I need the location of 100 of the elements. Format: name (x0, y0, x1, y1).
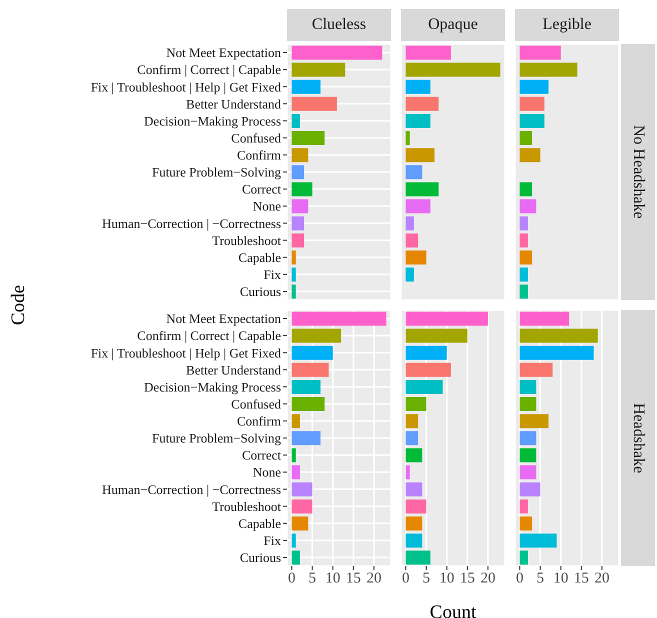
bar (292, 534, 296, 548)
bar (406, 380, 443, 394)
bar (520, 550, 528, 565)
y-tick-label: Confused (231, 396, 282, 412)
x-tick-label: 20 (480, 570, 496, 587)
y-tick-label: Capable (238, 516, 282, 531)
bar (406, 62, 500, 77)
x-tick-label: 15 (346, 570, 361, 587)
y-tick-label: Fix (264, 267, 282, 282)
bar (406, 96, 439, 111)
bar (520, 96, 544, 111)
bar (406, 516, 422, 531)
bar (406, 233, 418, 248)
bar (520, 250, 532, 265)
y-tick-label: Confirm | Correct | Capable (137, 62, 282, 78)
bar (520, 328, 598, 343)
bar (406, 448, 422, 462)
y-tick-label: Human−Correction | −Correctness (102, 216, 281, 231)
y-tick-label: Capable (238, 250, 282, 265)
bar (292, 312, 386, 326)
bar (292, 80, 320, 94)
y-tick-label: Correct (242, 448, 282, 463)
bar (520, 380, 536, 394)
bar (406, 482, 422, 496)
bar (520, 182, 532, 196)
bar (520, 80, 548, 94)
y-tick-label: None (252, 198, 282, 214)
x-tick-label: 20 (366, 570, 382, 587)
bar (406, 131, 410, 146)
bar (520, 284, 528, 299)
bar (520, 448, 536, 462)
bar (520, 216, 528, 230)
bar (406, 414, 418, 428)
chart-title: Legible (515, 9, 619, 41)
bar (292, 233, 304, 248)
bar (406, 80, 430, 94)
y-tick-label: Human−Correction | −Correctness (102, 482, 281, 497)
x-tick-label: 0 (402, 570, 410, 587)
bar (292, 96, 337, 111)
bar (406, 534, 422, 548)
bar (520, 516, 532, 531)
bar (406, 216, 414, 230)
bar (520, 397, 536, 412)
bar (292, 284, 296, 299)
x-tick-label: 0 (288, 570, 296, 587)
bar (292, 148, 308, 162)
bar (406, 46, 451, 60)
bar (406, 346, 447, 360)
x-tick-label: 0 (516, 570, 524, 587)
bar (406, 550, 430, 565)
bar (520, 148, 540, 162)
bar (406, 199, 430, 214)
bar (292, 216, 304, 230)
x-axis-title: Count (428, 602, 478, 618)
y-tick-label: Confirm (236, 148, 281, 163)
bar (292, 62, 346, 77)
bar (292, 465, 300, 480)
bar (292, 431, 320, 446)
bar (520, 431, 536, 446)
bar (406, 499, 426, 514)
bar (520, 346, 594, 360)
bar (406, 312, 488, 326)
bar (406, 431, 418, 446)
bar (520, 199, 536, 214)
bar (406, 268, 414, 282)
bar (520, 499, 528, 514)
y-tick-label: Future Problem−Solving (152, 164, 282, 180)
bar (520, 312, 570, 326)
bar (520, 414, 548, 428)
bar (292, 250, 296, 265)
bar (520, 46, 561, 60)
y-tick-label: Future Problem−Solving (152, 430, 282, 446)
bar (292, 328, 342, 343)
bar (406, 250, 426, 265)
y-tick-label: Curious (240, 550, 281, 566)
chart-title: Opaque (401, 9, 505, 41)
bar (292, 482, 312, 496)
bar (520, 362, 553, 377)
bar (292, 499, 312, 514)
bar (520, 114, 544, 128)
y-tick-label: Not Meet Expectation (166, 311, 282, 326)
bar (406, 465, 410, 480)
y-tick-label: Better Understand (186, 96, 282, 112)
x-tick-label: 10 (325, 570, 340, 587)
bar (292, 550, 300, 565)
x-tick-label: 5 (536, 570, 544, 587)
y-tick-label: Not Meet Expectation (166, 45, 282, 60)
bar (406, 397, 426, 412)
bar (406, 114, 430, 128)
y2-axis-title: Headshake (629, 402, 647, 474)
bar (292, 268, 296, 282)
bar (292, 380, 320, 394)
y-tick-label: None (252, 464, 282, 480)
bar (406, 362, 451, 377)
x-tick-label: 10 (553, 570, 568, 587)
bar (292, 165, 304, 180)
bar (292, 448, 296, 462)
bar (292, 362, 329, 377)
bar (520, 534, 557, 548)
bar (292, 114, 300, 128)
